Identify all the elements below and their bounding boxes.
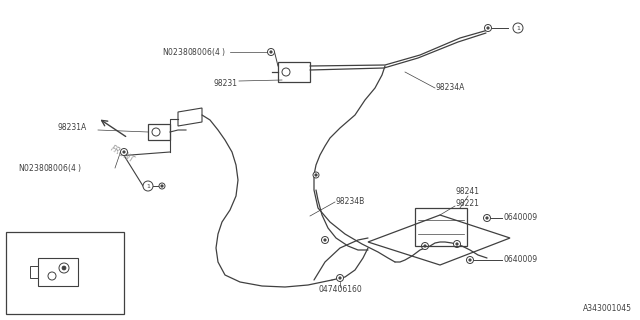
Circle shape [268,49,275,55]
Text: 1: 1 [146,183,150,188]
Circle shape [454,241,461,247]
Text: A343001045: A343001045 [583,304,632,313]
Text: FRONT: FRONT [109,144,136,165]
Circle shape [14,235,24,245]
Bar [415,208,467,246]
Text: 98248P: 98248P [27,236,59,244]
Text: 0640009: 0640009 [504,255,538,265]
Text: 98234B: 98234B [335,197,364,206]
Circle shape [315,174,317,176]
Circle shape [422,243,429,250]
Circle shape [313,172,319,178]
Circle shape [513,23,523,33]
Bar [38,258,78,286]
Bar [148,124,170,140]
Text: $\mathdefault{N}$023808006(4 ): $\mathdefault{N}$023808006(4 ) [18,162,82,174]
Circle shape [468,259,471,261]
Circle shape [143,181,153,191]
Text: 1: 1 [516,26,520,30]
Circle shape [161,185,163,187]
Circle shape [484,25,492,31]
Bar [30,266,38,278]
Circle shape [456,243,458,245]
Text: 98231: 98231 [214,79,238,89]
Circle shape [324,239,326,241]
Circle shape [337,275,344,282]
Circle shape [270,51,272,53]
Circle shape [321,236,328,244]
Bar [278,62,310,82]
Text: 98234A: 98234A [435,84,465,92]
Circle shape [123,151,125,153]
Text: 98241: 98241 [455,188,479,196]
Circle shape [467,257,474,263]
Circle shape [120,148,127,156]
Bar [6,232,124,314]
Text: 98231A: 98231A [58,124,87,132]
Circle shape [159,183,165,189]
Circle shape [339,277,341,279]
Text: $\mathdefault{N}$023808006(4 ): $\mathdefault{N}$023808006(4 ) [162,46,226,58]
Circle shape [62,266,66,270]
Text: 0640009: 0640009 [504,213,538,222]
Text: 98221: 98221 [455,198,479,207]
Circle shape [424,245,426,247]
Text: 1: 1 [17,237,21,243]
Circle shape [486,217,488,219]
Text: 047406160: 047406160 [318,285,362,294]
Circle shape [487,27,489,29]
Circle shape [483,214,490,221]
